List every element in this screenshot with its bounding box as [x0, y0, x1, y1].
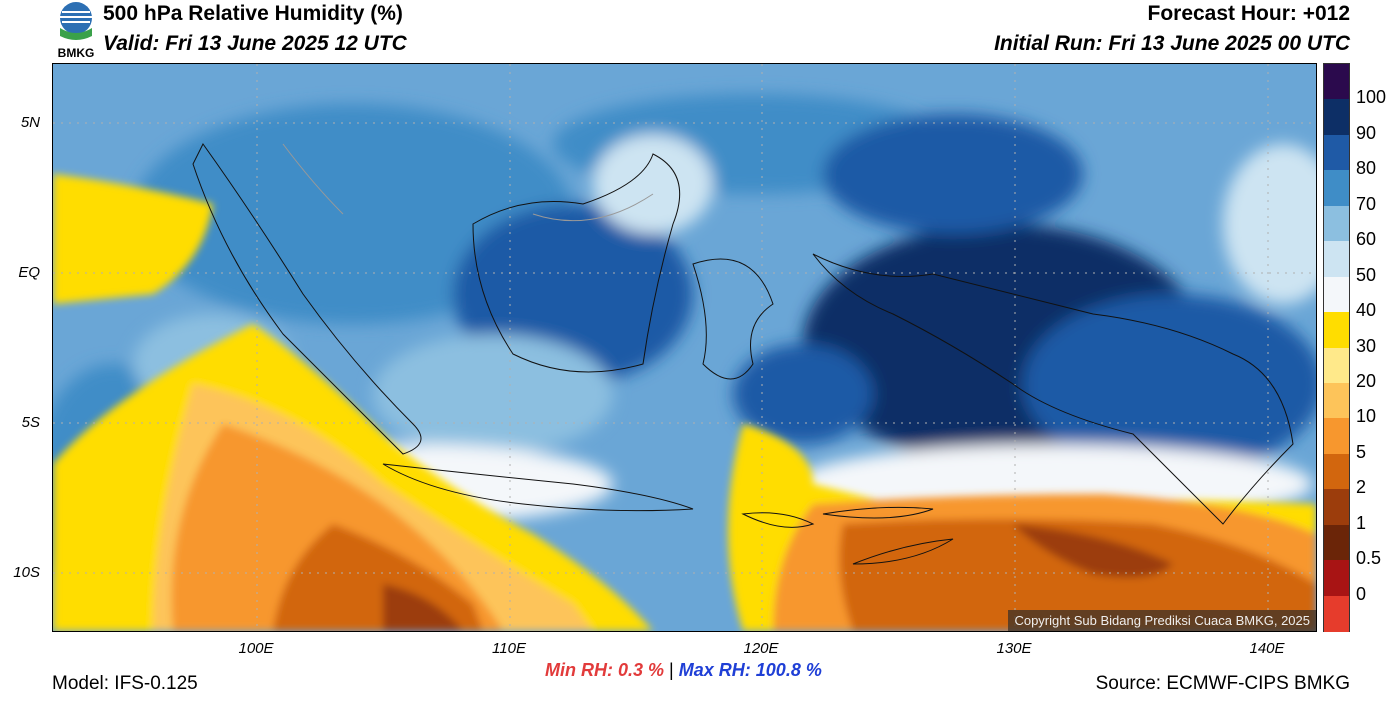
- colorbar-segment: [1324, 312, 1349, 349]
- colorbar-label: 10: [1356, 406, 1377, 427]
- lat-label: 10S: [13, 564, 40, 581]
- colorbar-segment: [1324, 347, 1349, 384]
- stats-separator: |: [669, 660, 674, 680]
- colorbar-segment: [1324, 205, 1349, 242]
- lat-label: 5N: [20, 114, 40, 131]
- colorbar-label: 1: [1356, 512, 1367, 533]
- colorbar-label: 0.5: [1356, 548, 1382, 569]
- colorbar-label: 5: [1356, 441, 1367, 462]
- logo-text: BMKG: [58, 46, 95, 60]
- colorbar-segment: [1324, 64, 1349, 101]
- colorbar-label: 60: [1356, 229, 1377, 250]
- valid-time: Valid: Fri 13 June 2025 12 UTC: [103, 32, 407, 55]
- lat-label: EQ: [18, 264, 40, 281]
- colorbar-segment: [1324, 418, 1349, 455]
- colorbar-label: 50: [1356, 264, 1377, 285]
- colorbar-label: 2: [1356, 477, 1367, 498]
- lon-label: 110E: [492, 640, 526, 657]
- colorbar-segment: [1324, 241, 1349, 278]
- bmkg-logo: BMKG: [50, 0, 102, 60]
- lon-label: 100E: [238, 640, 274, 657]
- lon-label: 120E: [743, 640, 779, 657]
- min-rh-label: Min RH:: [545, 660, 613, 680]
- colorbar-label: 0: [1356, 583, 1367, 604]
- initial-run: Initial Run: Fri 13 June 2025 00 UTC: [994, 32, 1350, 55]
- colorbar-label: 80: [1356, 158, 1377, 179]
- colorbar-segment: [1324, 170, 1349, 207]
- colorbar-label: 40: [1356, 300, 1377, 321]
- colorbar-segment: [1324, 524, 1349, 561]
- colorbar-label: 20: [1356, 370, 1377, 391]
- model-label: Model: IFS-0.125: [52, 673, 198, 694]
- colorbar-segment: [1324, 134, 1349, 171]
- colorbar-label: 100: [1356, 87, 1387, 108]
- lon-label: 130E: [996, 640, 1032, 657]
- colorbar-segment: [1324, 99, 1349, 136]
- colorbar-segment: [1324, 276, 1349, 313]
- colorbar-segment: [1324, 560, 1349, 597]
- colorbar-segment: [1324, 382, 1349, 419]
- map-title: 500 hPa Relative Humidity (%): [103, 2, 403, 25]
- humidity-map: Copyright Sub Bidang Prediksi Cuaca BMKG…: [52, 63, 1317, 632]
- colorbar-segment: [1324, 453, 1349, 490]
- colorbar: [1323, 63, 1350, 632]
- lon-label: 140E: [1249, 640, 1285, 657]
- colorbar-segment: [1324, 489, 1349, 526]
- colorbar-label: 30: [1356, 335, 1377, 356]
- max-rh-label: Max RH:: [678, 660, 751, 680]
- colorbar-label: 90: [1356, 122, 1377, 143]
- rh-stats: Min RH: 0.3 % | Max RH: 100.8 %: [545, 660, 822, 681]
- lat-label: 5S: [21, 414, 40, 431]
- copyright-notice: Copyright Sub Bidang Prediksi Cuaca BMKG…: [1008, 610, 1316, 631]
- forecast-hour: Forecast Hour: +012: [1147, 2, 1351, 25]
- colorbar-segment: [1324, 595, 1349, 632]
- max-rh-value: 100.8 %: [755, 660, 822, 680]
- source-label: Source: ECMWF-CIPS BMKG: [1095, 673, 1350, 694]
- min-rh-value: 0.3 %: [618, 660, 665, 680]
- colorbar-label: 70: [1356, 193, 1377, 214]
